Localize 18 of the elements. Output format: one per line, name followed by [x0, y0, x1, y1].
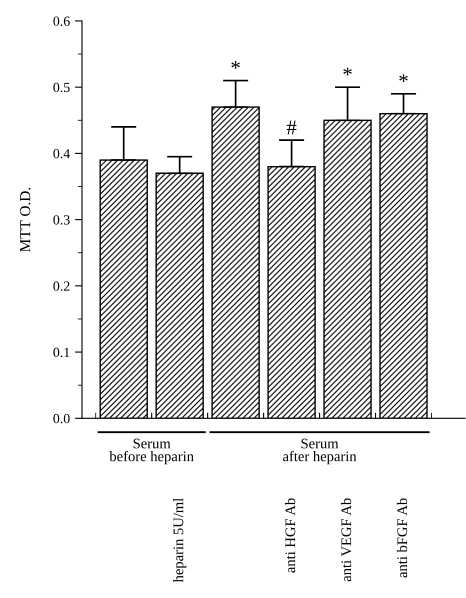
text: Serum before heparin: [109, 438, 194, 464]
y-tick-label: 0.5: [53, 82, 70, 92]
annotation: *: [399, 74, 408, 82]
annotation: *: [343, 68, 352, 76]
x-tick-label: anti VEGF Ab: [340, 498, 352, 582]
x-tick-label: heparin 5U/ml: [173, 498, 186, 582]
y-tick-label: 0.0: [53, 414, 70, 424]
x-tick-label: anti bFGF Ab: [396, 498, 408, 578]
y-tick-label: 0.6: [53, 16, 70, 26]
text: Serum after heparin: [283, 438, 356, 464]
y-axis-title: MTT O.D.: [20, 188, 30, 252]
y-tick-label: 0.3: [53, 215, 70, 225]
annotation: *: [231, 61, 240, 69]
y-tick-label: 0.4: [53, 148, 70, 158]
y-tick-label: 0.1: [53, 348, 70, 358]
y-tick-label: 0.2: [53, 281, 70, 291]
annotation: #: [286, 120, 296, 134]
x-tick-label: anti HGF Ab: [284, 498, 296, 573]
